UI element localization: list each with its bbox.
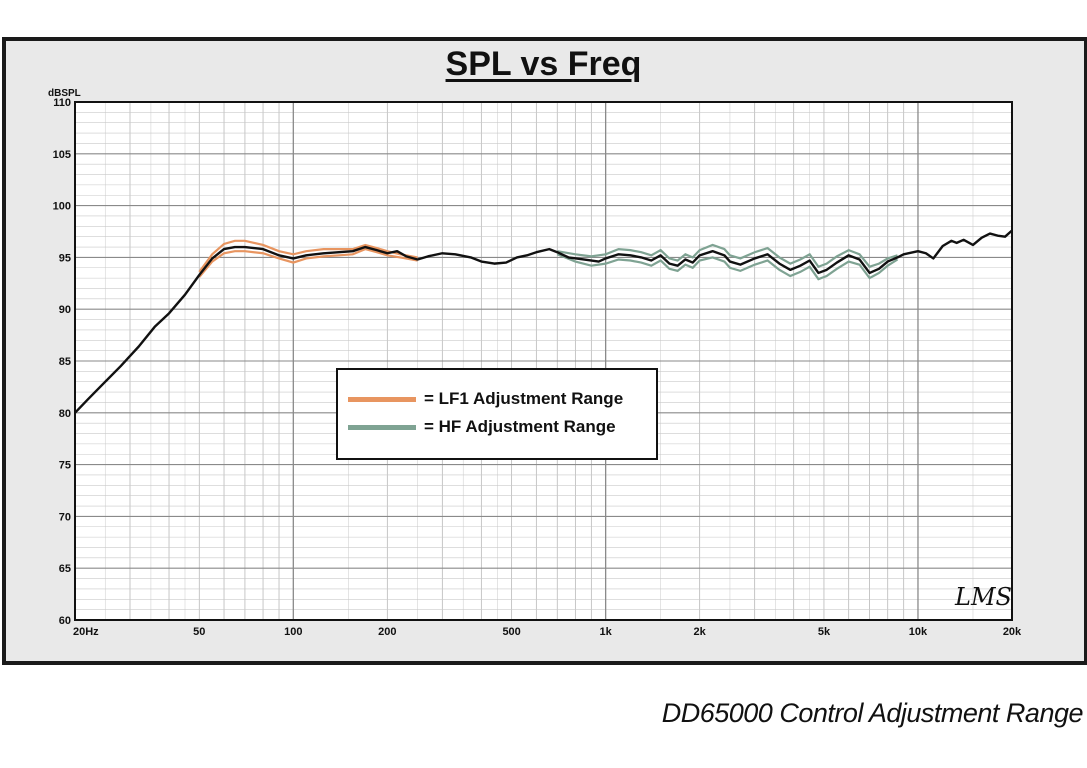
y-tick-label: 85	[59, 356, 71, 368]
x-tick-label: 1k	[600, 626, 613, 638]
y-tick-label: 75	[59, 460, 71, 472]
x-tick-label: 100	[284, 626, 302, 638]
lms-logo: LMS	[955, 583, 1012, 611]
y-tick-label: 90	[59, 304, 71, 316]
x-tick-label: 2k	[694, 626, 707, 638]
x-tick-label: 5k	[818, 626, 831, 638]
series-hf-upper	[557, 243, 898, 269]
x-tick-label: 20Hz	[73, 626, 99, 638]
chart-title: SPL vs Freq	[445, 45, 642, 83]
series-main-line	[74, 229, 1013, 414]
x-tick-label: 10k	[909, 626, 928, 638]
legend-label-lf1: = LF1 Adjustment Range	[424, 389, 624, 408]
y-tick-label: 60	[59, 615, 71, 627]
legend-swatch-hf	[348, 424, 416, 430]
series-layer	[74, 229, 1013, 414]
y-tick-label: 110	[53, 97, 71, 109]
y-tick-label: 65	[59, 563, 71, 575]
series-hf-lower	[556, 253, 899, 281]
y-axis-label: dBSPL	[48, 88, 81, 99]
y-tick-label: 80	[59, 408, 71, 420]
legend-label-hf: = HF Adjustment Range	[424, 417, 616, 436]
x-tick-label: 500	[502, 626, 520, 638]
series-lf1-lower	[198, 247, 418, 278]
x-tick-label: 50	[193, 626, 205, 638]
y-tick-label: 95	[59, 252, 71, 264]
x-tick-label: 20k	[1003, 626, 1022, 638]
y-tick-label: 105	[53, 149, 71, 161]
tick-labels: 60 65 70 75 80 85 90 95 100 105 110 20Hz 50 100 200 500…	[53, 97, 1022, 638]
x-tick-label: 200	[378, 626, 396, 638]
chart-legend: = LF1 Adjustment Range = HF Adjustment R…	[336, 368, 658, 460]
legend-swatch-lf1	[348, 396, 416, 402]
figure-caption: DD65000 Control Adjustment Range	[661, 698, 1084, 728]
series-lf1-upper	[198, 239, 418, 273]
legend-item-hf: = HF Adjustment Range	[348, 415, 616, 439]
plot-border	[74, 101, 1013, 621]
y-tick-label: 70	[59, 511, 71, 523]
lms-logo-text: LMS	[955, 583, 1012, 611]
legend-item-lf1: = LF1 Adjustment Range	[348, 387, 623, 411]
y-tick-label: 100	[53, 201, 71, 213]
